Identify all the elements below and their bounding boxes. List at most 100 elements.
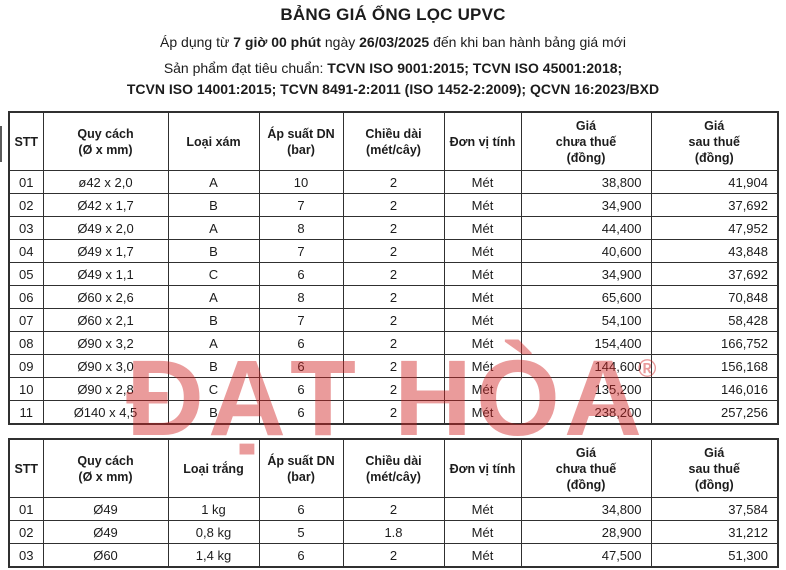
table-cell: 7 xyxy=(258,193,344,217)
document-header: BẢNG GIÁ ỐNG LỌC UPVC Áp dụng từ 7 giờ 0… xyxy=(0,0,786,100)
table-cell: 40,600 xyxy=(520,239,652,263)
table-cell: 2 xyxy=(342,262,445,286)
column-header: Giá chưa thuế (đồng) xyxy=(520,111,652,171)
table-row: 01 Ø49 1 kg 6 2 Mét 34,800 37,584 xyxy=(8,497,779,521)
table-cell: 07 xyxy=(8,308,44,332)
table-row: 06 Ø60 x 2,6 A 8 2 Mét 65,600 70,848 xyxy=(8,285,779,309)
table-cell: Mét xyxy=(443,543,522,568)
table-cell: 2 xyxy=(342,193,445,217)
page-edge-artifact xyxy=(0,126,2,162)
table-cell: 2 xyxy=(342,543,445,568)
validity-line: Áp dụng từ 7 giờ 00 phút ngày 26/03/2025… xyxy=(0,33,786,52)
table-cell: 2 xyxy=(342,239,445,263)
table-cell: 70,848 xyxy=(650,285,779,309)
table-cell: 31,212 xyxy=(650,520,779,544)
table-cell: 2 xyxy=(342,308,445,332)
table-cell: 2 xyxy=(342,497,445,521)
table-cell: Ø49 x 1,7 xyxy=(42,239,169,263)
validity-time: 7 giờ 00 phút xyxy=(233,34,321,50)
table-cell: 34,900 xyxy=(520,262,652,286)
column-header: STT xyxy=(8,438,44,498)
table-cell: Ø49 xyxy=(42,497,169,521)
table-cell: 37,584 xyxy=(650,497,779,521)
table-cell: A xyxy=(167,216,260,240)
table-cell: 146,016 xyxy=(650,377,779,401)
column-header: Đơn vị tính xyxy=(443,111,522,171)
table-cell: Mét xyxy=(443,400,522,425)
table-cell: Mét xyxy=(443,170,522,194)
table-row: 04 Ø49 x 1,7 B 7 2 Mét 40,600 43,848 xyxy=(8,239,779,263)
price-table-gray: STT Quy cách (Ø x mm) Loại xám Áp suất DN (… xyxy=(8,111,779,425)
table-cell: 257,256 xyxy=(650,400,779,425)
table-cell: 1 kg xyxy=(167,497,260,521)
table-cell: 65,600 xyxy=(520,285,652,309)
table-cell: 41,904 xyxy=(650,170,779,194)
standards-prefix: Sản phẩm đạt tiêu chuẩn: xyxy=(163,60,328,76)
table-cell: 03 xyxy=(8,216,44,240)
column-header: Đơn vị tính xyxy=(443,438,522,498)
table-row: 07 Ø60 x 2,1 B 7 2 Mét 54,100 58,428 xyxy=(8,308,779,332)
table-cell: 2 xyxy=(342,377,445,401)
table-cell: 144,600 xyxy=(520,354,652,378)
price-table-white: STT Quy cách (Ø x mm) Loại trắng Áp suất DN… xyxy=(8,438,779,568)
table-cell: 0,8 kg xyxy=(167,520,260,544)
column-header: Quy cách (Ø x mm) xyxy=(42,111,169,171)
table-cell: 156,168 xyxy=(650,354,779,378)
validity-prefix: Áp dụng từ xyxy=(160,34,234,50)
table-cell: 10 xyxy=(8,377,44,401)
table-cell: 43,848 xyxy=(650,239,779,263)
table-cell: 09 xyxy=(8,354,44,378)
table-cell: Mét xyxy=(443,331,522,355)
table-cell: 2 xyxy=(342,331,445,355)
table-cell: 10 xyxy=(258,170,344,194)
table-row: 11 Ø140 x 4,5 B 6 2 Mét 238,200 257,256 xyxy=(8,400,779,425)
table-row: 01 ø42 x 2,0 A 10 2 Mét 38,800 41,904 xyxy=(8,170,779,194)
table-cell: 2 xyxy=(342,170,445,194)
table-cell: 7 xyxy=(258,308,344,332)
table-cell: Mét xyxy=(443,354,522,378)
table-cell: Ø60 x 2,1 xyxy=(42,308,169,332)
table-row: 02 Ø42 x 1,7 B 7 2 Mét 34,900 37,692 xyxy=(8,193,779,217)
page-title: BẢNG GIÁ ỐNG LỌC UPVC xyxy=(280,5,506,24)
table-cell: B xyxy=(167,400,260,425)
table-cell: Ø90 x 2,8 xyxy=(42,377,169,401)
table-cell: 1.8 xyxy=(342,520,445,544)
table-cell: 01 xyxy=(8,170,44,194)
table-cell: 02 xyxy=(8,520,44,544)
column-header: Loại xám xyxy=(167,111,260,171)
table-cell: 6 xyxy=(258,497,344,521)
column-header: Chiều dài (mét/cây) xyxy=(342,111,445,171)
table-cell: Mét xyxy=(443,520,522,544)
column-header: Chiều dài (mét/cây) xyxy=(342,438,445,498)
table-cell: 34,800 xyxy=(520,497,652,521)
table-cell: 37,692 xyxy=(650,193,779,217)
table-cell: 6 xyxy=(258,262,344,286)
table-cell: 01 xyxy=(8,497,44,521)
table-cell: 38,800 xyxy=(520,170,652,194)
table-cell: 37,692 xyxy=(650,262,779,286)
column-header: Quy cách (Ø x mm) xyxy=(42,438,169,498)
table-cell: Ø60 xyxy=(42,543,169,568)
standards-line-1: Sản phẩm đạt tiêu chuẩn: TCVN ISO 9001:2… xyxy=(0,58,786,79)
table-row: 03 Ø60 1,4 kg 6 2 Mét 47,500 51,300 xyxy=(8,543,779,568)
table-cell: 2 xyxy=(342,400,445,425)
validity-mid: ngày xyxy=(320,34,360,50)
table-cell: A xyxy=(167,285,260,309)
column-header: STT xyxy=(8,111,44,171)
table-cell: B xyxy=(167,239,260,263)
standards-list-1: TCVN ISO 9001:2015; TCVN ISO 45001:2018; xyxy=(327,60,623,76)
table-cell: 8 xyxy=(258,285,344,309)
table-cell: 34,900 xyxy=(520,193,652,217)
table-cell: 06 xyxy=(8,285,44,309)
table-cell: Mét xyxy=(443,239,522,263)
table-cell: 44,400 xyxy=(520,216,652,240)
table-cell: 11 xyxy=(8,400,44,425)
table-cell: Ø42 x 1,7 xyxy=(42,193,169,217)
table-cell: 05 xyxy=(8,262,44,286)
column-header: Áp suất DN (bar) xyxy=(258,438,344,498)
table-cell: 02 xyxy=(8,193,44,217)
table-cell: 47,952 xyxy=(650,216,779,240)
table-cell: C xyxy=(167,262,260,286)
table-cell: 08 xyxy=(8,331,44,355)
table-cell: Mét xyxy=(443,193,522,217)
